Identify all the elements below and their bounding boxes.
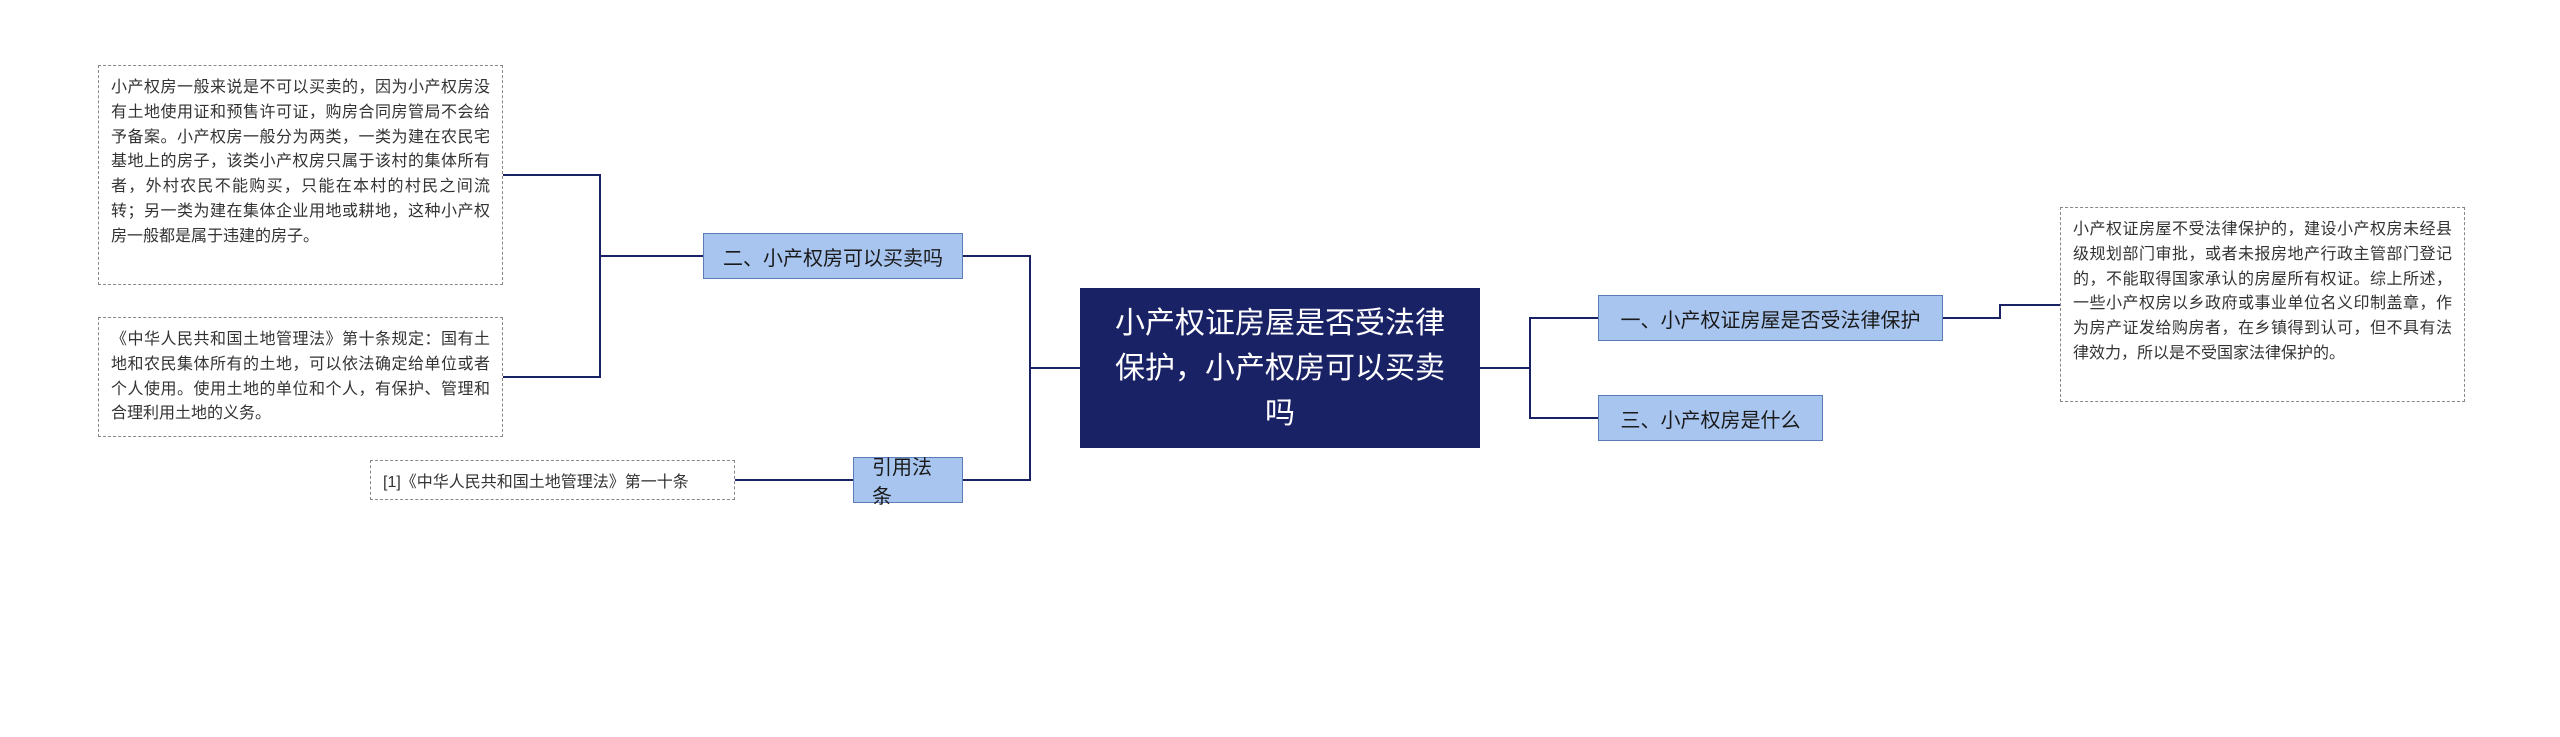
detail-legal-protection: 小产权证房屋不受法律保护的，建设小产权房未经县级规划部门审批，或者未报房地产行政… bbox=[2060, 207, 2465, 402]
branch-cited-law: 引用法条 bbox=[853, 457, 963, 503]
branch-legal-protection: 一、小产权证房屋是否受法律保护 bbox=[1598, 295, 1943, 341]
detail-buy-sell-explain: 小产权房一般来说是不可以买卖的，因为小产权房没有土地使用证和预售许可证，购房合同… bbox=[98, 65, 503, 285]
detail-text: [1]《中华人民共和国土地管理法》第一十条 bbox=[383, 474, 689, 491]
detail-text: 小产权房一般来说是不可以买卖的，因为小产权房没有土地使用证和预售许可证，购房合同… bbox=[111, 79, 490, 245]
detail-text: 小产权证房屋不受法律保护的，建设小产权房未经县级规划部门审批，或者未报房地产行政… bbox=[2073, 221, 2452, 362]
branch-can-buy-sell: 二、小产权房可以买卖吗 bbox=[703, 233, 963, 279]
branch-what-is: 三、小产权房是什么 bbox=[1598, 395, 1823, 441]
detail-citation: [1]《中华人民共和国土地管理法》第一十条 bbox=[370, 460, 735, 500]
branch-label: 三、小产权房是什么 bbox=[1621, 404, 1801, 433]
branch-label: 二、小产权房可以买卖吗 bbox=[723, 242, 943, 271]
root-text: 小产权证房屋是否受法律保护，小产权房可以买卖吗 bbox=[1104, 301, 1456, 436]
branch-label: 引用法条 bbox=[872, 451, 944, 509]
mindmap-canvas: 小产权证房屋是否受法律保护，小产权房可以买卖吗 一、小产权证房屋是否受法律保护 … bbox=[0, 0, 2560, 737]
root-node: 小产权证房屋是否受法律保护，小产权房可以买卖吗 bbox=[1080, 288, 1480, 448]
detail-text: 《中华人民共和国土地管理法》第十条规定：国有土地和农民集体所有的土地，可以依法确… bbox=[111, 331, 490, 422]
branch-label: 一、小产权证房屋是否受法律保护 bbox=[1621, 304, 1921, 333]
detail-land-law-article: 《中华人民共和国土地管理法》第十条规定：国有土地和农民集体所有的土地，可以依法确… bbox=[98, 317, 503, 437]
